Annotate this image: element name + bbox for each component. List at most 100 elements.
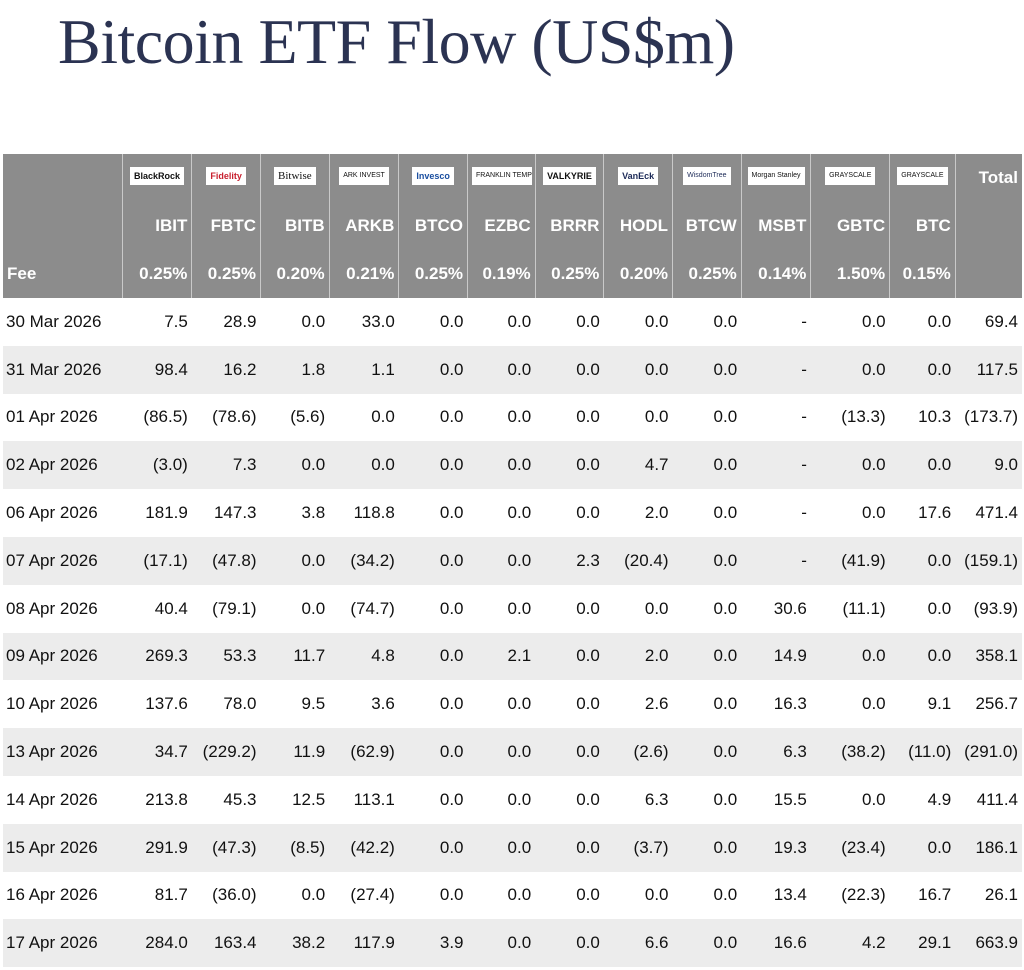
flow-cell: 0.0 [301, 598, 326, 618]
flow-cell: - [801, 407, 807, 427]
flow-cell: 0.0 [603, 345, 673, 394]
flow-cell: 0.0 [713, 789, 738, 809]
flow-cell: 0.0 [301, 311, 326, 331]
flow-cell: 213.8 [145, 789, 188, 809]
flow-cell: (11.1) [842, 598, 886, 618]
date-cell: 16 Apr 2026 [6, 885, 98, 905]
flow-cell: 6.6 [603, 919, 673, 968]
ticker-header: MSBT [740, 202, 811, 249]
grayscale-logo: GRAYSCALE [825, 166, 876, 185]
flow-cell: (38.2) [810, 728, 890, 776]
flow-cell: 0.0 [576, 503, 600, 523]
flow-cell: 0.0 [810, 441, 890, 490]
flow-cell: 12.5 [292, 789, 326, 809]
flow-cell: 117.9 [329, 919, 399, 968]
flow-cell: 0.0 [467, 441, 536, 490]
flow-cell: 2.0 [603, 632, 673, 681]
flow-cell: 0.0 [889, 632, 956, 681]
flow-cell: (22.3) [841, 885, 886, 905]
fee-cell: 0.21% [328, 249, 399, 298]
flow-cell: 29.1 [889, 919, 956, 968]
flow-cell: (74.7) [350, 598, 395, 618]
flow-cell: (41.9) [810, 536, 890, 585]
fee-cell: 0.25% [191, 249, 261, 298]
flow-cell: 98.4 [122, 345, 192, 394]
flow-cell: 0.0 [713, 885, 738, 905]
flow-cell: 16.6 [741, 919, 811, 968]
flow-cell: 0.0 [535, 919, 604, 968]
flow-cell: 4.9 [927, 789, 952, 809]
flow-cell: 0.0 [713, 407, 738, 427]
ticker-header: GBTC [810, 202, 890, 249]
fee-cell: 0.25% [672, 249, 742, 298]
flow-cell: 0.0 [889, 441, 956, 490]
flow-cell: 0.0 [861, 694, 886, 714]
flow-cell: 0.0 [398, 823, 468, 872]
flow-cell: 0.0 [439, 598, 464, 618]
fee-cell: 1.50% [810, 249, 890, 298]
table-row: 13 Apr 2026 34.7 (229.2) 11.9 (62.9) 0.0 0.0 0.… [3, 728, 1022, 776]
invesco-logo: Invesco [412, 166, 454, 185]
flow-cell: 0.0 [810, 345, 890, 394]
flow-cell: 2.1 [467, 632, 536, 681]
flow-cell: 3.6 [371, 694, 395, 714]
flow-cell: (13.3) [841, 407, 886, 427]
flow-cell: 0.0 [398, 728, 468, 776]
table-row: 15 Apr 2026 291.9 (47.3) (8.5) (42.2) 0.0 0.0 0… [3, 823, 1022, 872]
flow-cell: 0.0 [713, 598, 738, 618]
flow-cell: 0.0 [672, 632, 742, 681]
flow-cell: 3.9 [398, 919, 468, 968]
flow-cell: 34.7 [122, 728, 192, 776]
flow-cell: 0.0 [672, 823, 742, 872]
flow-cell: 0.0 [576, 598, 600, 618]
date-cell: 08 Apr 2026 [6, 598, 98, 618]
flow-cell: (42.2) [329, 823, 399, 872]
total-cell: 663.9 [955, 919, 1022, 968]
total-cell: 358.1 [955, 632, 1022, 681]
flow-cell: 2.0 [644, 503, 669, 523]
fee-cell: 0.14% [740, 249, 811, 298]
flow-cell: 0.0 [810, 632, 890, 681]
fee-cell: 0.19% [467, 249, 536, 298]
flow-cell: 284.0 [122, 919, 192, 968]
flow-cell: 2.6 [644, 694, 669, 714]
flow-cell: 40.4 [154, 598, 188, 618]
flow-cell: 0.0 [576, 789, 600, 809]
total-cell: (173.7) [964, 407, 1018, 427]
table-row: 10 Apr 2026 137.6 78.0 9.5 3.6 0.0 0.0 0.0 2.6 0.… [3, 680, 1022, 728]
flow-cell: 0.0 [507, 885, 532, 905]
ticker-header: HODL [603, 202, 673, 249]
flow-cell: - [741, 536, 811, 585]
flow-cell: 0.0 [439, 789, 464, 809]
flow-cell: 0.0 [467, 345, 536, 394]
table-row: 09 Apr 2026 269.3 53.3 11.7 4.8 0.0 2.1 0.0 2.0 0… [3, 632, 1022, 681]
table-row: 17 Apr 2026 284.0 163.4 38.2 117.9 3.9 0.0 0.0 6… [3, 919, 1022, 968]
fee-row: Fee 0.25% 0.25% 0.20% 0.21% 0.25% 0.19% … [3, 249, 1022, 298]
flow-cell: (17.1) [122, 536, 192, 585]
flow-cell: 0.0 [439, 503, 464, 523]
flow-cell: 4.7 [603, 441, 673, 490]
flow-cell: 6.3 [644, 789, 669, 809]
flow-cell: 0.0 [507, 407, 532, 427]
flow-cell: 6.3 [741, 728, 811, 776]
flow-cell: 14.9 [741, 632, 811, 681]
flow-cell: 10.3 [918, 407, 952, 427]
flow-cell: (23.4) [810, 823, 890, 872]
total-cell: 69.4 [984, 311, 1018, 331]
flow-cell: 0.0 [861, 503, 886, 523]
flow-cell: 0.0 [467, 536, 536, 585]
wisdomtree-logo: WisdomTree [683, 166, 731, 185]
flow-cell: 53.3 [191, 632, 261, 681]
ticker-header: BTCO [398, 202, 468, 249]
flow-cell: 0.0 [371, 407, 395, 427]
flow-cell: (78.6) [212, 407, 257, 427]
ticker-header: IBIT [121, 202, 192, 249]
total-cell: 26.1 [984, 885, 1018, 905]
table-row: 16 Apr 2026 81.7 (36.0) 0.0 (27.4) 0.0 0.0 0.0 0… [3, 872, 1022, 920]
flow-cell: 0.0 [889, 345, 956, 394]
flow-cell: 30.6 [773, 598, 807, 618]
ticker-header: FBTC [191, 202, 261, 249]
flow-cell: 0.0 [535, 823, 604, 872]
fee-cell: 0.20% [260, 249, 330, 298]
flow-cell: (27.4) [350, 885, 395, 905]
